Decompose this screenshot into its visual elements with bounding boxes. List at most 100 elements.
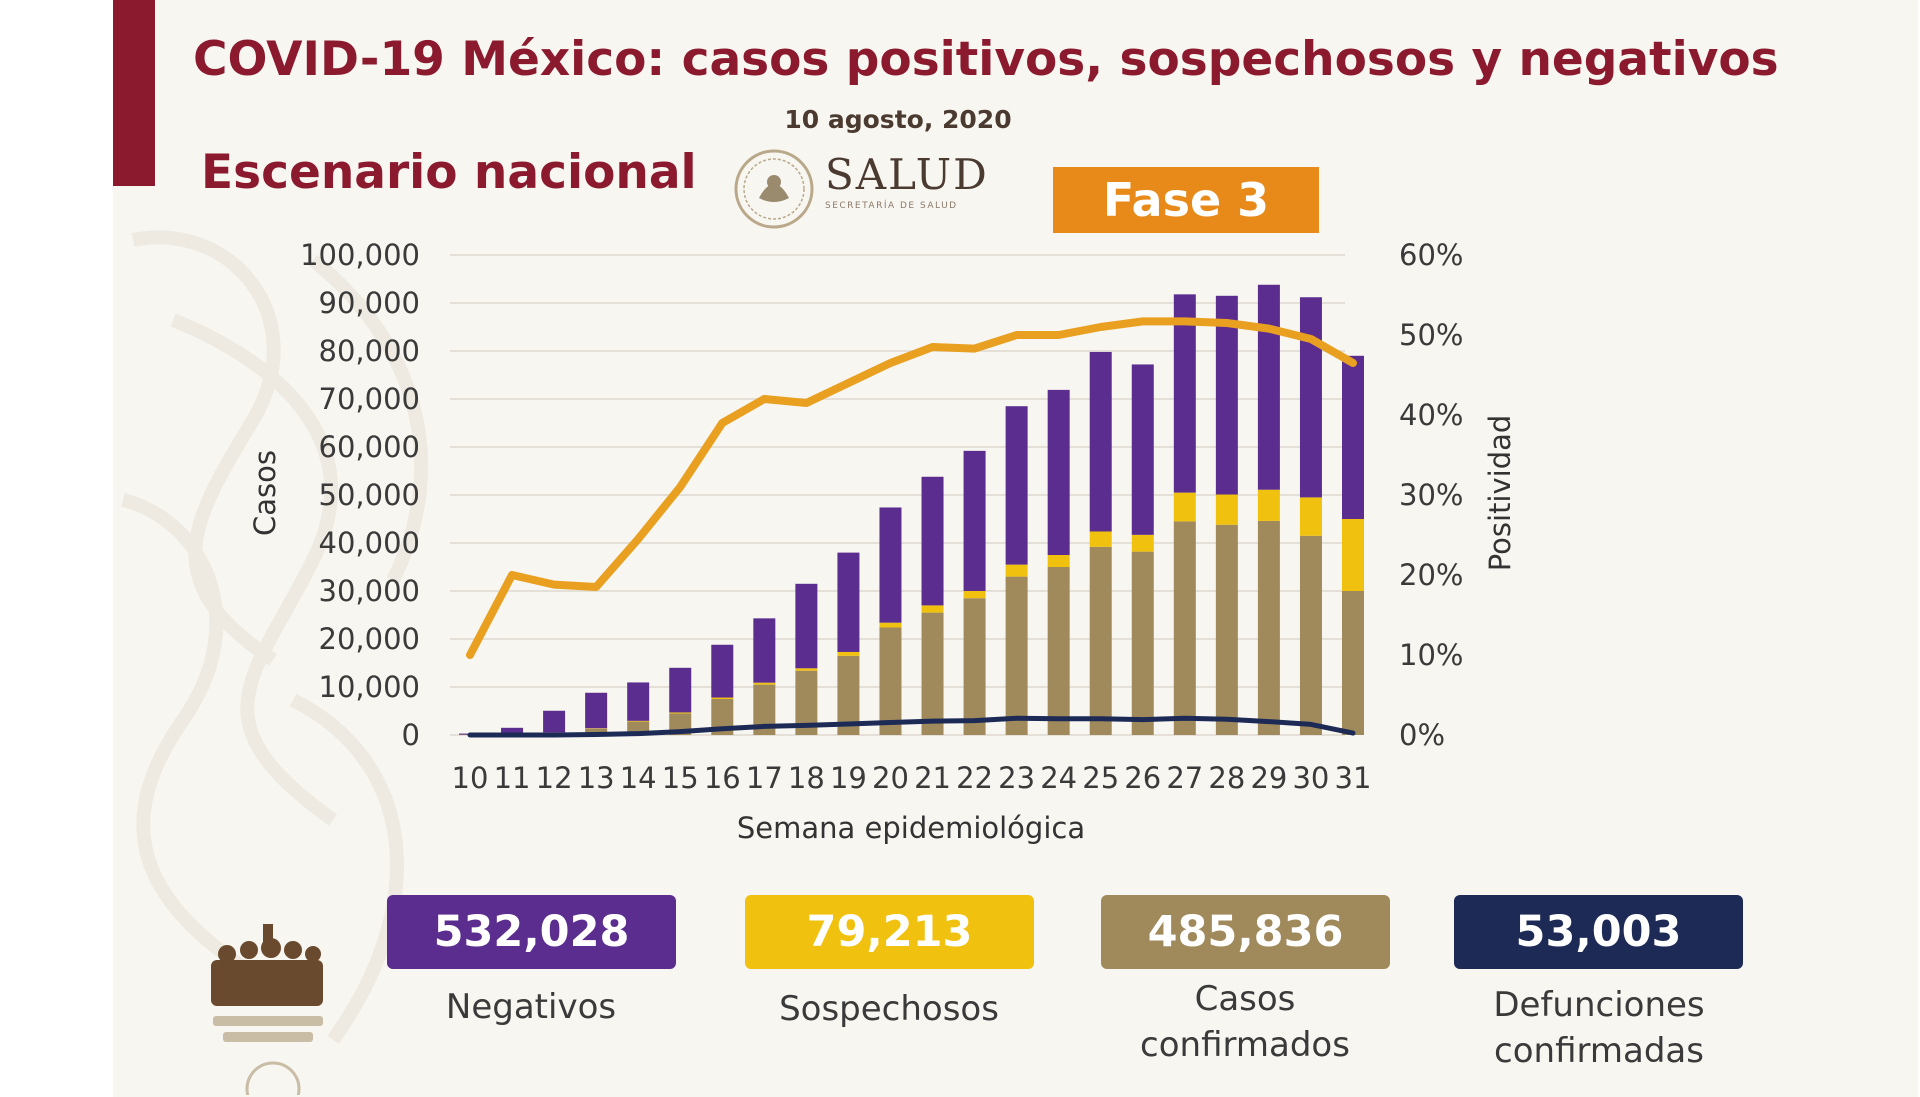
bar-negativos <box>585 692 608 729</box>
y-tick-label: 60,000 <box>319 430 420 464</box>
bar-confirmados <box>963 598 986 735</box>
bar-negativos <box>1089 351 1112 532</box>
x-tick-label: 14 <box>620 761 657 795</box>
bar-negativos <box>1005 406 1028 565</box>
y2-tick-label: 50% <box>1399 318 1463 352</box>
bar-sospechosos <box>1215 494 1238 525</box>
x-tick-label: 30 <box>1292 761 1329 795</box>
phase-badge: Fase 3 <box>1053 167 1319 233</box>
bar-confirmados <box>1342 591 1364 735</box>
x-tick-label: 28 <box>1208 761 1245 795</box>
salud-logo-subtext: SECRETARÍA DE SALUD <box>825 201 958 211</box>
y2-tick-label: 40% <box>1399 398 1463 432</box>
bar-sospechosos <box>1005 564 1028 577</box>
bar-sospechosos <box>753 682 776 685</box>
bar-negativos <box>1215 295 1238 495</box>
bar-confirmados <box>879 627 902 735</box>
x-tick-label: 18 <box>788 761 825 795</box>
bar-negativos <box>501 727 524 734</box>
negativos-stat-box: 532,028 <box>387 895 676 969</box>
y2-tick-label: 60% <box>1399 238 1463 272</box>
bar-sospechosos <box>1299 497 1322 536</box>
y-tick-label: 100,000 <box>300 238 420 272</box>
x-tick-label: 26 <box>1124 761 1161 795</box>
x-tick-label: 11 <box>494 761 531 795</box>
bar-negativos <box>921 476 944 606</box>
y-tick-label: 50,000 <box>319 478 420 512</box>
x-tick-label: 20 <box>872 761 909 795</box>
bar-negativos <box>627 682 650 721</box>
bar-confirmados <box>1173 521 1196 735</box>
defunciones-label: Defunciones confirmadas <box>1493 985 1705 1071</box>
bar-negativos <box>837 552 860 652</box>
x-tick-label: 23 <box>998 761 1035 795</box>
y2-tick-label: 10% <box>1399 638 1463 672</box>
bar-negativos <box>543 710 566 733</box>
confirmados-stat-box: 485,836 <box>1101 895 1390 969</box>
y-tick-label: 70,000 <box>319 382 420 416</box>
lines <box>466 317 1357 738</box>
y-tick-label: 0 <box>402 718 420 752</box>
government-logo-icon <box>211 924 323 1042</box>
line-defunciones <box>467 715 1356 738</box>
bar-sospechosos <box>879 622 902 628</box>
background-pattern <box>121 230 429 1045</box>
bar-confirmados <box>585 728 608 735</box>
y-tick-label: 10,000 <box>319 670 420 704</box>
y-tick-label: 90,000 <box>319 286 420 320</box>
x-tick-label: 27 <box>1166 761 1203 795</box>
y2-tick-label: 20% <box>1399 558 1463 592</box>
subtitle: Escenario nacional <box>201 145 697 200</box>
bar-negativos <box>1131 364 1154 535</box>
y-tick-label: 30,000 <box>319 574 420 608</box>
bar-sospechosos <box>627 720 650 722</box>
bar-negativos <box>753 618 776 683</box>
y-tick-label: 80,000 <box>319 334 420 368</box>
bar-sospechosos <box>1342 519 1364 591</box>
bar-sospechosos <box>1173 492 1196 522</box>
x-tick-label: 24 <box>1040 761 1077 795</box>
x-tick-label: 15 <box>662 761 699 795</box>
bar-sospechosos <box>795 668 818 671</box>
bar-confirmados <box>1047 567 1070 735</box>
bar-negativos <box>879 507 902 623</box>
x-tick-label: 13 <box>578 761 615 795</box>
sospechosos-label: Sospechosos <box>779 989 999 1029</box>
bar-confirmados <box>1005 576 1028 735</box>
bar-negativos <box>1342 355 1364 519</box>
bar-confirmados <box>795 670 818 735</box>
bars <box>459 284 1364 735</box>
bar-sospechosos <box>711 697 734 699</box>
bar-negativos <box>1047 389 1070 555</box>
salud-logo-text: SALUD <box>825 150 989 199</box>
y-axis-label: Casos <box>248 450 282 536</box>
x-tick-label: 29 <box>1250 761 1287 795</box>
bar-negativos <box>711 644 734 698</box>
y2-tick-label: 0% <box>1399 718 1445 752</box>
slide: COVID-19 México: casos positivos, sospec… <box>113 0 1918 1097</box>
confirmados-label: Casos confirmados <box>1140 979 1350 1065</box>
bar-confirmados <box>1299 535 1322 735</box>
bar-negativos <box>963 450 986 591</box>
sospechosos-stat-box: 79,213 <box>745 895 1034 969</box>
bar-sospechosos <box>1257 489 1280 521</box>
national-seal-icon <box>734 149 814 229</box>
bar-negativos <box>1299 297 1322 498</box>
covid-chart: 0 10,000 20,000 30,000 40,000 50,000 60,000 70,… <box>248 238 1517 845</box>
red-accent-bar <box>113 0 155 186</box>
x-tick-label: 12 <box>536 761 573 795</box>
y2-tick-label: 30% <box>1399 478 1463 512</box>
x-tick-label: 17 <box>746 761 783 795</box>
bottom-seal-icon <box>245 1061 301 1095</box>
x-tick-label: 22 <box>956 761 993 795</box>
page-title: COVID-19 México: casos positivos, sospec… <box>193 32 1779 87</box>
negativos-label: Negativos <box>445 987 617 1027</box>
x-tick-label: 16 <box>704 761 741 795</box>
bar-sospechosos <box>669 712 692 714</box>
defunciones-stat-box: 53,003 <box>1454 895 1743 969</box>
bar-negativos <box>795 583 818 669</box>
bar-negativos <box>1173 294 1196 493</box>
x-axis-label: Semana epidemiológica <box>737 811 1085 845</box>
x-tick-label: 10 <box>452 761 489 795</box>
date-label: 10 agosto, 2020 <box>784 105 1012 134</box>
